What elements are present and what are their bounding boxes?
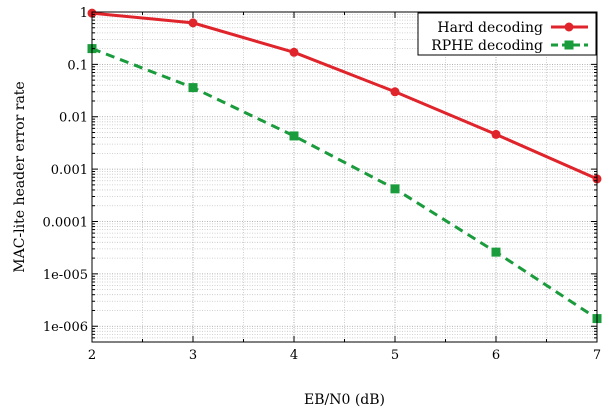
data-point-rphe-decoding [390,184,400,194]
legend-label-hard-decoding: Hard decoding [437,20,543,36]
legend-swatches [551,22,588,50]
x-tick-label: 2 [88,348,96,363]
axis-ticks: 2 3 4 5 6 7 1e-006 1e-005 0.0001 0.001 0.01 0.1 1 [43,6,602,363]
data-point-hard-decoding [289,47,299,57]
x-tick-label: 6 [492,348,500,363]
data-point-hard-decoding [188,18,198,28]
y-axis-title: MAC-lite header error rate [12,81,28,272]
x-tick-label: 7 [593,348,601,363]
legend: Hard decoding RPHE decoding [417,12,597,56]
y-tick-label: 1e-006 [43,320,88,335]
data-point-rphe-decoding [289,131,299,141]
data-point-rphe-decoding [491,247,501,257]
y-tick-label: 0.001 [51,163,88,178]
y-tick-label: 0.1 [67,58,88,73]
x-axis-title: EB/N0 (dB) [304,392,385,408]
legend-marker-hard-decoding [564,22,574,32]
y-tick-label: 1e-005 [43,268,88,283]
legend-label-rphe-decoding: RPHE decoding [431,38,543,54]
series-line-hard-decoding [91,11,598,181]
grid [91,11,598,343]
y-tick-label: 1 [80,6,88,21]
y-tick-label: 0.0001 [43,215,89,230]
series-line-rphe-decoding [91,47,598,320]
x-tick-label: 3 [189,348,197,363]
legend-marker-rphe-decoding [564,40,574,50]
data-point-rphe-decoding [188,83,198,93]
x-tick-label: 4 [290,348,298,363]
data-point-hard-decoding [390,87,400,97]
data-point-hard-decoding [491,129,501,139]
x-tick-label: 5 [391,348,399,363]
y-tick-label: 0.01 [59,111,88,126]
